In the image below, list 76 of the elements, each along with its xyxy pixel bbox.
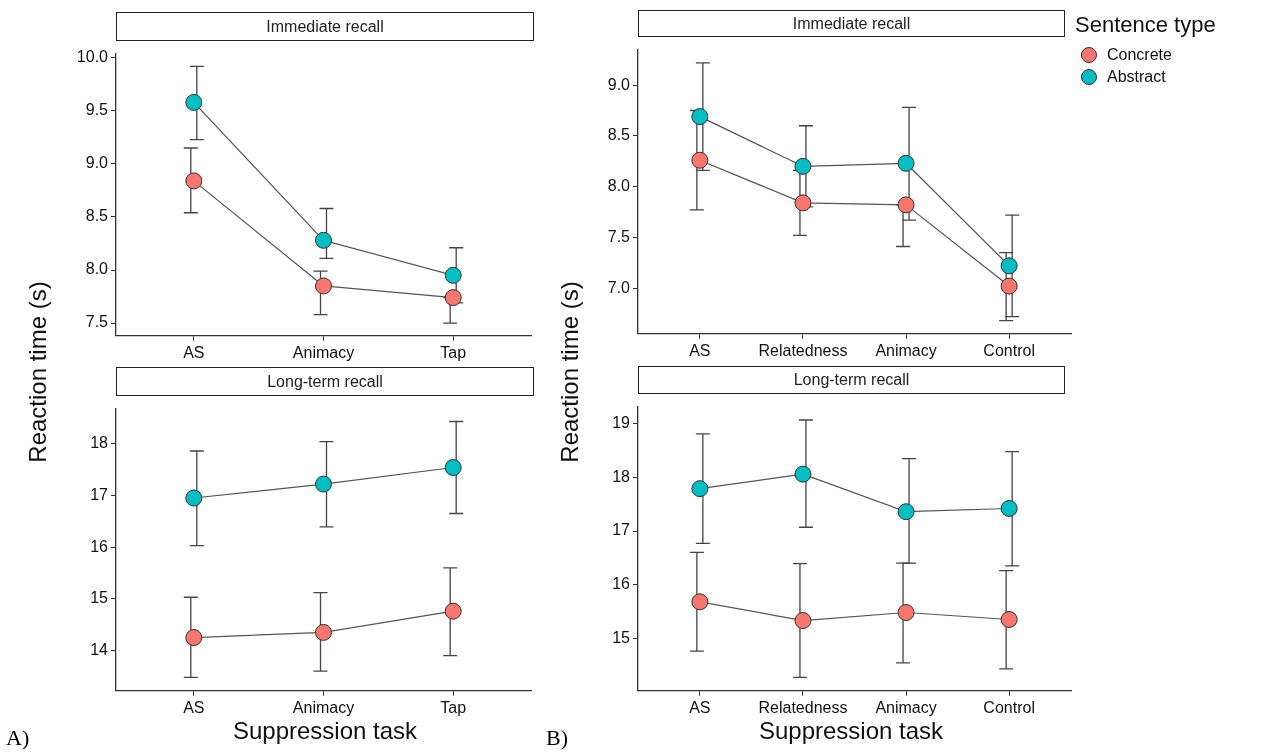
y-tick-label: 9.0: [85, 154, 109, 172]
y-tick-label: 8.5: [607, 126, 631, 144]
legend-title: Sentence type: [1075, 12, 1216, 38]
x-tick-label: Relatedness: [758, 341, 848, 359]
y-tick-label: 9.5: [85, 101, 109, 119]
x-tick-label: Control: [983, 698, 1035, 716]
x-tick-label: Animacy: [292, 698, 355, 716]
point: [794, 612, 812, 630]
point: [897, 503, 915, 521]
y-tick-label: 15: [90, 589, 109, 607]
x-tick-label: AS: [183, 698, 205, 716]
point: [691, 108, 709, 126]
y-tick-label: 17: [612, 521, 631, 539]
point: [691, 593, 709, 611]
y-tick-label: 8.5: [85, 207, 109, 225]
y-tick-label: 7.5: [607, 227, 631, 245]
x-tick-label: AS: [689, 341, 711, 359]
x-tick-label: AS: [689, 698, 711, 716]
point: [1000, 257, 1018, 275]
y-tick-label: 8.0: [607, 177, 631, 195]
x-tick-label: Animacy: [875, 698, 937, 716]
y-tick-label: 16: [90, 537, 109, 555]
x-tick-label: Animacy: [292, 343, 355, 361]
point: [444, 289, 462, 307]
x-tick-label: Control: [983, 341, 1035, 359]
text: B): [546, 725, 568, 751]
point: [1000, 277, 1018, 295]
point: [185, 629, 203, 647]
y-axis-title: Reaction time (s): [24, 281, 52, 463]
point: [794, 465, 812, 483]
x-tick-label: Relatedness: [758, 698, 848, 716]
point: [315, 231, 332, 249]
point: [897, 154, 915, 172]
chart-title: Immediate recall: [116, 12, 534, 41]
x-tick-label: Animacy: [875, 341, 937, 359]
y-tick-label: 19: [612, 414, 631, 432]
point: [794, 157, 812, 175]
chart-title: Long-term recall: [638, 366, 1065, 394]
point: [1000, 499, 1018, 517]
point: [444, 459, 462, 477]
x-axis-title: Suppression task: [758, 717, 944, 745]
point: [897, 196, 915, 214]
point: [1000, 610, 1018, 628]
x-tick-label: Tap: [440, 343, 467, 361]
point: [794, 194, 812, 212]
point: [444, 602, 462, 620]
point: [315, 475, 332, 493]
y-tick-label: 7.5: [85, 313, 109, 331]
legend-label: Concrete: [1107, 46, 1172, 64]
y-tick-label: 14: [90, 640, 109, 658]
y-tick-label: 18: [90, 434, 109, 452]
x-tick-label: Tap: [440, 698, 467, 716]
chart-title: Long-term recall: [116, 367, 534, 396]
y-tick-label: 15: [612, 628, 631, 646]
y-tick-label: 8.0: [85, 260, 109, 278]
x-tick-label: AS: [183, 343, 205, 361]
point: [185, 172, 203, 190]
point: [897, 604, 915, 622]
legend-label: Abstract: [1107, 68, 1166, 86]
y-tick-label: 17: [90, 485, 109, 503]
point: [185, 93, 203, 111]
chart-title: Immediate recall: [638, 10, 1065, 37]
point: [444, 266, 462, 284]
point: [691, 480, 709, 498]
y-tick-label: 16: [612, 575, 631, 593]
y-axis-title: Reaction time (s): [556, 281, 584, 463]
point: [315, 623, 332, 641]
y-tick-label: 10.0: [76, 48, 109, 66]
point: [185, 489, 203, 507]
x-axis-title: Suppression task: [232, 717, 418, 745]
y-tick-label: 9.0: [607, 75, 631, 93]
point: [315, 277, 332, 295]
text: A): [6, 725, 30, 751]
y-tick-label: 7.0: [607, 278, 631, 296]
point: [691, 151, 709, 169]
y-tick-label: 18: [612, 467, 631, 485]
